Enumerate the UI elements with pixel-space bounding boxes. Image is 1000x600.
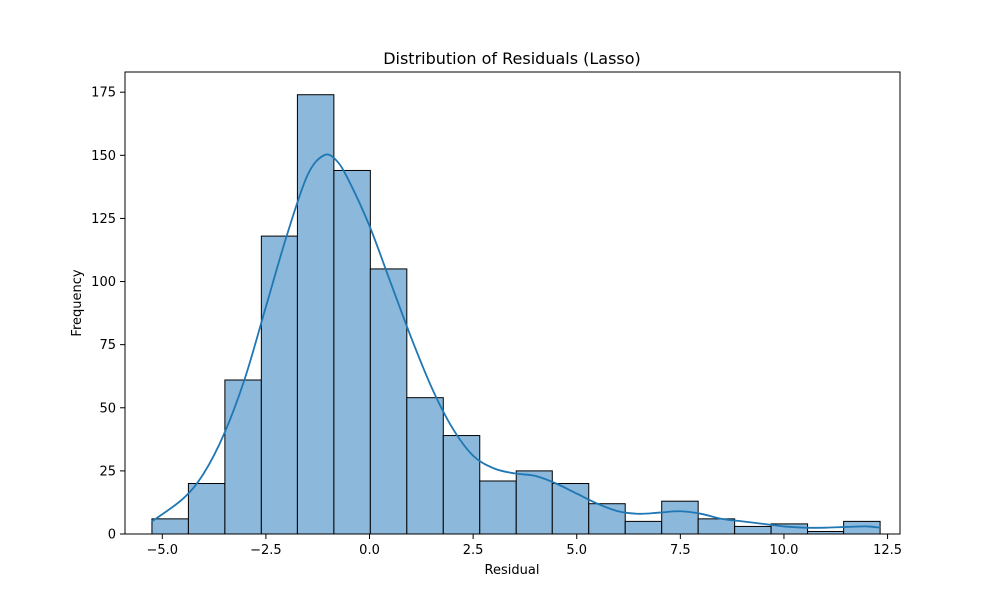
chart-title: Distribution of Residuals (Lasso) [383,49,641,68]
x-tick-label: −5.0 [147,543,179,558]
histogram-bar [333,169,371,535]
y-tick-label: 150 [91,149,116,164]
histogram-bar [734,525,772,535]
y-tick-label: 50 [99,401,116,416]
x-axis-label: Residual [485,563,540,578]
y-tick-label: 75 [99,338,116,353]
x-tick-label: 12.5 [873,543,902,558]
axes-frame [124,71,901,535]
y-tick-label: 100 [91,275,116,290]
x-tick-label: 7.5 [670,543,691,558]
histogram-bar [661,500,699,535]
plot-area [151,94,881,535]
histogram-bar [479,480,517,535]
histogram-bar [442,435,481,535]
histogram-bar [624,520,663,535]
histogram-bar [406,397,444,535]
x-tick-label: −2.5 [250,543,282,558]
histogram-bar [697,518,736,535]
histogram-bar [369,268,408,535]
histogram-bar [187,483,226,535]
x-tick-label: 0.0 [359,543,380,558]
x-tick-label: 2.5 [463,543,484,558]
histogram-bar [515,470,553,535]
y-tick-label: 125 [91,212,116,227]
x-tick-label: 5.0 [566,543,587,558]
y-tick-label: 175 [91,86,116,101]
histogram-bar [551,483,590,535]
y-tick-label: 25 [99,464,116,479]
histogram-bar [224,379,262,535]
y-axis-label: Frequency [70,269,85,336]
kde-curve [151,153,881,529]
histogram-bar [588,503,626,535]
x-tick-label: 10.0 [769,543,798,558]
histogram-bar [296,94,335,535]
histogram-bar [151,518,189,535]
histogram-bar [260,235,298,535]
y-tick-label: 0 [108,528,116,543]
